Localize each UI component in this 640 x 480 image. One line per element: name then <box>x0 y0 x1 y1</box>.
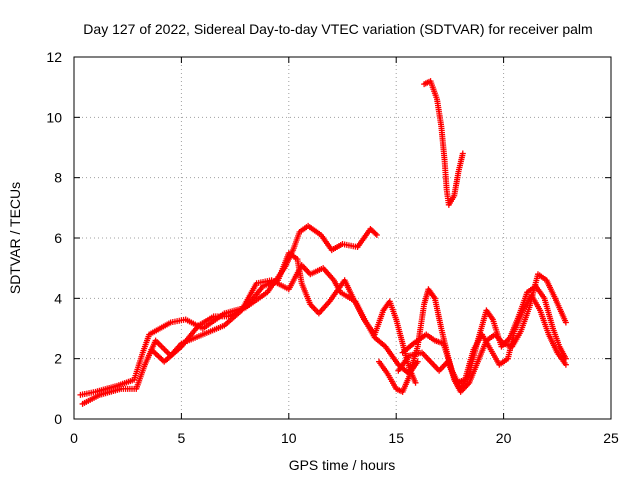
data-point <box>372 230 379 237</box>
x-tick-label: 10 <box>281 430 297 446</box>
x-tick-label: 5 <box>178 430 186 446</box>
data-point <box>562 361 569 368</box>
data-point <box>414 358 421 365</box>
x-axis-label: GPS time / hours <box>289 457 396 473</box>
grid-lines <box>74 57 611 419</box>
axis-ticks: 0 5 10 15 20 25 0 2 4 6 8 10 12 <box>46 49 619 446</box>
y-tick-label: 10 <box>46 109 62 125</box>
data-point <box>373 231 380 238</box>
data-point <box>459 150 466 157</box>
y-tick-label: 12 <box>46 49 62 65</box>
x-tick-label: 25 <box>603 430 619 446</box>
data-point <box>412 379 419 386</box>
y-tick-label: 2 <box>54 351 62 367</box>
data-points <box>77 78 569 407</box>
x-tick-label: 20 <box>496 430 512 446</box>
chart-title: Day 127 of 2022, Sidereal Day-to-day VTE… <box>83 21 592 37</box>
x-tick-label: 15 <box>388 430 404 446</box>
x-tick-label: 0 <box>70 430 78 446</box>
y-axis-label: SDTVAR / TECUs <box>7 182 23 294</box>
data-point <box>562 319 569 326</box>
y-tick-label: 4 <box>54 290 62 306</box>
y-tick-label: 0 <box>54 411 62 427</box>
y-tick-label: 6 <box>54 230 62 246</box>
y-tick-label: 8 <box>54 170 62 186</box>
